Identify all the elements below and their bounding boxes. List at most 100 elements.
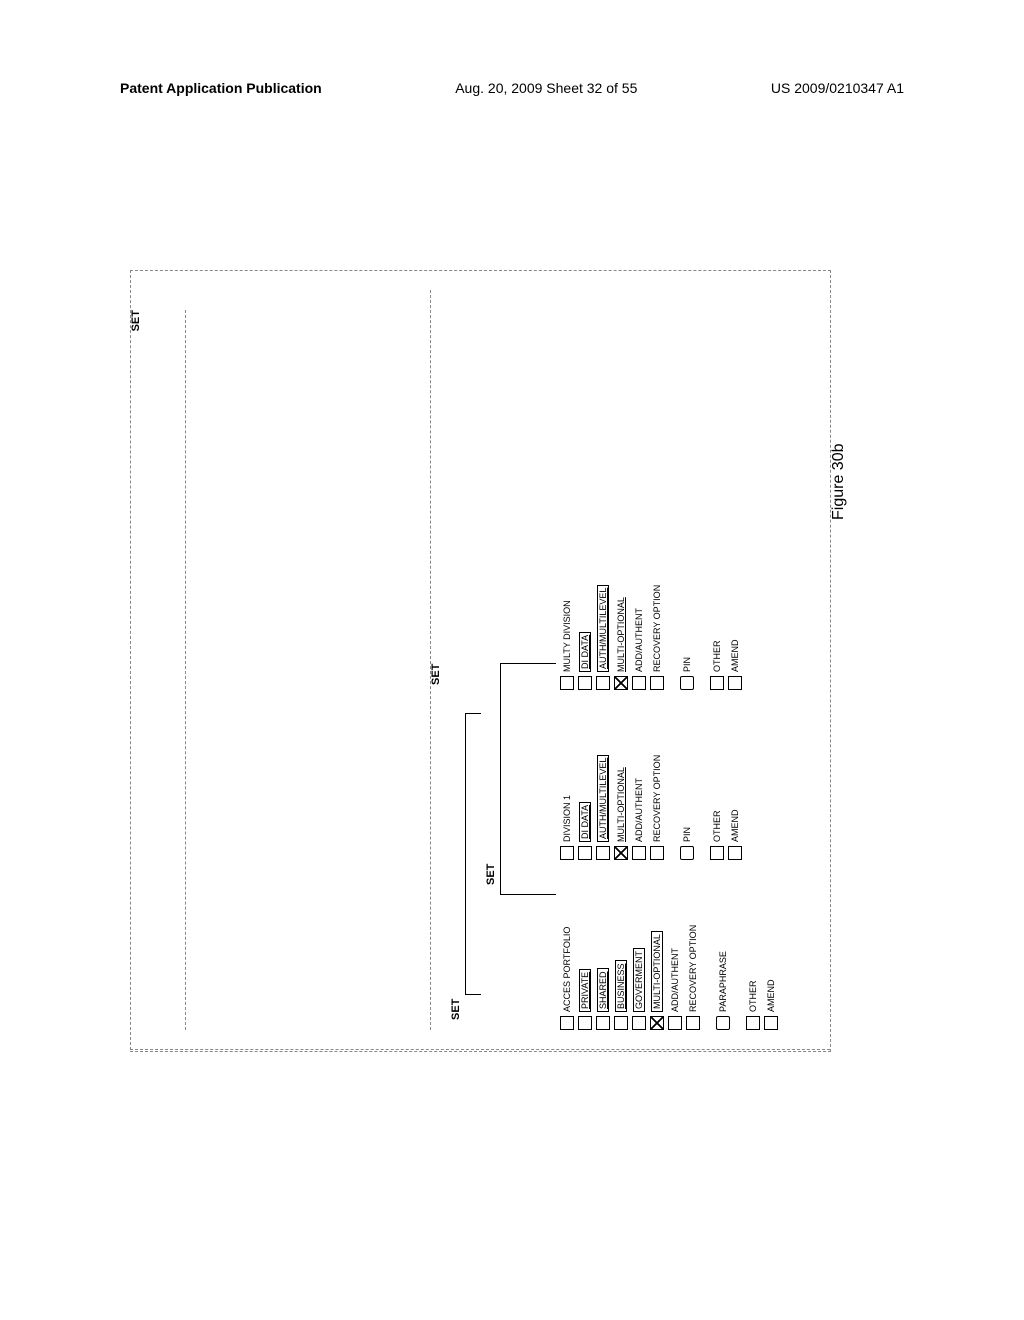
header-center: Aug. 20, 2009 Sheet 32 of 55 xyxy=(455,80,637,96)
col3-add-authent: ADD/AUTHENT xyxy=(632,540,646,690)
label: RECOVERY OPTION xyxy=(652,585,662,672)
label: MULTI-OPTIONAL xyxy=(616,597,626,672)
checkbox-icon[interactable] xyxy=(560,1016,574,1030)
col1-header: ACCES PORTFOLIO xyxy=(562,927,572,1012)
checkbox-icon[interactable] xyxy=(728,846,742,860)
checkbox-icon[interactable] xyxy=(686,1016,700,1030)
checkbox-icon[interactable] xyxy=(728,676,742,690)
col3-other: OTHER xyxy=(710,540,724,690)
label: AMEND xyxy=(730,809,740,842)
col2-didata: DI DATA xyxy=(578,710,592,860)
column-multy-division: MULTY DIVISION DI DATA AUTH/MULTILEVEL M… xyxy=(560,540,746,690)
checkbox-checked-icon[interactable] xyxy=(650,1016,664,1030)
label: DI DATA xyxy=(579,632,591,672)
checkbox-icon[interactable] xyxy=(632,846,646,860)
col2-multi-optional: MULTI-OPTIONAL xyxy=(614,710,628,860)
checkbox-icon[interactable] xyxy=(632,1016,646,1030)
checkbox-icon[interactable] xyxy=(632,676,646,690)
checkbox-icon[interactable] xyxy=(710,676,724,690)
col2-add-authent: ADD/AUTHENT xyxy=(632,710,646,860)
col2-other: OTHER xyxy=(710,710,724,860)
input-icon[interactable] xyxy=(680,676,694,690)
col2-recovery: RECOVERY OPTION xyxy=(650,710,664,860)
checkbox-icon[interactable] xyxy=(560,676,574,690)
checkbox-icon[interactable] xyxy=(578,676,592,690)
checkbox-icon[interactable] xyxy=(596,846,610,860)
label: ADD/AUTHENT xyxy=(670,948,680,1012)
page-header: Patent Application Publication Aug. 20, … xyxy=(0,80,1024,96)
label: PARAPHRASE xyxy=(718,951,728,1012)
label: RECOVERY OPTION xyxy=(652,755,662,842)
label: MULTI-OPTIONAL xyxy=(651,931,663,1012)
col2-auth: AUTH/MULTILEVEL xyxy=(596,710,610,860)
panel-mid-span xyxy=(500,663,556,895)
checkbox-icon[interactable] xyxy=(668,1016,682,1030)
col1-amend: AMEND xyxy=(764,880,778,1030)
checkbox-icon[interactable] xyxy=(764,1016,778,1030)
col2-header: DIVISION 1 xyxy=(562,795,572,842)
checkbox-checked-icon[interactable] xyxy=(614,846,628,860)
checkbox-icon[interactable] xyxy=(578,1016,592,1030)
label: AMEND xyxy=(766,979,776,1012)
col3-pin: PIN xyxy=(680,540,694,690)
col1-business: BUSINESS xyxy=(614,880,628,1030)
label: OTHER xyxy=(748,981,758,1013)
label: DI DATA xyxy=(579,802,591,842)
label: PIN xyxy=(682,657,692,672)
col1-shared: SHARED xyxy=(596,880,610,1030)
col3-amend: AMEND xyxy=(728,540,742,690)
set-label-bottom: SET xyxy=(430,664,442,685)
set-label-center: SET xyxy=(485,864,497,885)
input-icon[interactable] xyxy=(680,846,694,860)
label: ADD/AUTHENT xyxy=(634,778,644,842)
col1-private: PRIVATE xyxy=(578,880,592,1030)
header-left: Patent Application Publication xyxy=(120,80,322,96)
col2-header-row: DIVISION 1 xyxy=(560,710,574,860)
col1-add-authent: ADD/AUTHENT xyxy=(668,880,682,1030)
input-icon[interactable] xyxy=(716,1016,730,1030)
label: OTHER xyxy=(712,811,722,843)
label: OTHER xyxy=(712,641,722,673)
col1-header-row: ACCES PORTFOLIO xyxy=(560,880,574,1030)
checkbox-icon[interactable] xyxy=(746,1016,760,1030)
label: GOVERMENT xyxy=(633,948,645,1012)
checkbox-icon[interactable] xyxy=(650,676,664,690)
col1-other: OTHER xyxy=(746,880,760,1030)
col2-pin: PIN xyxy=(680,710,694,860)
label: AUTH/MULTILEVEL xyxy=(597,585,609,672)
col1-multi-optional: MULTI-OPTIONAL xyxy=(650,880,664,1030)
dash-left xyxy=(130,1049,830,1050)
col3-header: MULTY DIVISION xyxy=(562,600,572,672)
checkbox-icon[interactable] xyxy=(560,846,574,860)
checkbox-icon[interactable] xyxy=(596,1016,610,1030)
col2-amend: AMEND xyxy=(728,710,742,860)
checkbox-icon[interactable] xyxy=(596,676,610,690)
checkbox-checked-icon[interactable] xyxy=(614,676,628,690)
col1-recovery: RECOVERY OPTION xyxy=(686,880,700,1030)
column-access-portfolio: ACCES PORTFOLIO PRIVATE SHARED BUSINESS … xyxy=(560,880,782,1030)
header-right: US 2009/0210347 A1 xyxy=(771,80,904,96)
col3-didata: DI DATA xyxy=(578,540,592,690)
col3-multi-optional: MULTI-OPTIONAL xyxy=(614,540,628,690)
set-label-top: SET xyxy=(130,310,142,331)
dash-top xyxy=(130,270,131,1050)
column-division-1: DIVISION 1 DI DATA AUTH/MULTILEVEL MULTI… xyxy=(560,710,746,860)
label: RECOVERY OPTION xyxy=(688,925,698,1012)
label: PRIVATE xyxy=(579,969,591,1012)
col1-paraphrase: PARAPHRASE xyxy=(716,880,730,1030)
set-label-left: SET xyxy=(450,999,462,1020)
checkbox-icon[interactable] xyxy=(650,846,664,860)
checkbox-icon[interactable] xyxy=(578,846,592,860)
dash-row-1 xyxy=(185,310,186,1030)
col3-header-row: MULTY DIVISION xyxy=(560,540,574,690)
checkbox-icon[interactable] xyxy=(710,846,724,860)
label: ADD/AUTHENT xyxy=(634,608,644,672)
label: AUTH/MULTILEVEL xyxy=(597,755,609,842)
rotated-diagram: SET SET SET SET ACCES PORTFOLIO PRIVATE … xyxy=(130,270,830,1050)
col3-auth: AUTH/MULTILEVEL xyxy=(596,540,610,690)
label: BUSINESS xyxy=(615,960,627,1012)
figure-caption: Figure 30b xyxy=(830,310,860,520)
checkbox-icon[interactable] xyxy=(614,1016,628,1030)
label: PIN xyxy=(682,827,692,842)
dash-row-2 xyxy=(430,290,431,1030)
